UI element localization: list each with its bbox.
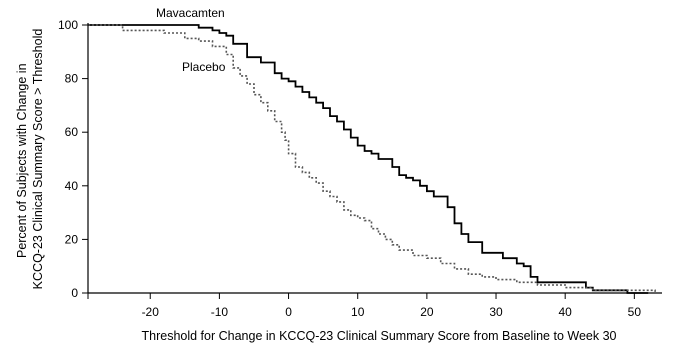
- y-tick-label: 20: [65, 232, 79, 246]
- x-tick-label: 40: [559, 305, 573, 319]
- series-line-placebo: [88, 24, 656, 293]
- y-tick-label: 100: [58, 18, 78, 32]
- y-tick-label: 60: [65, 125, 79, 139]
- y-tick-label: 80: [65, 72, 79, 86]
- x-tick-label: -10: [211, 305, 229, 319]
- series-label-mavacamten: Mavacamten: [156, 6, 225, 20]
- y-axis-label: Percent of Subjects with Change in KCCQ-…: [15, 29, 45, 290]
- x-tick-label: 10: [351, 305, 365, 319]
- axes-layer: -20 -10 0 10 20 30 40 50 0 20 40 60 80 100: [58, 18, 662, 319]
- x-axis-label: Threshold for Change in KCCQ-23 Clinical…: [142, 329, 617, 343]
- x-tick-label: 50: [628, 305, 642, 319]
- y-tick-label: 0: [71, 286, 78, 300]
- y-axis-label-line-1: Percent of Subjects with Change in: [15, 63, 29, 258]
- x-tick-label: 20: [420, 305, 434, 319]
- series-line-mavacamten: [88, 24, 649, 294]
- x-tick-label: 0: [285, 305, 292, 319]
- y-axis-label-line-2: KCCQ-23 Clinical Summary Score > Thresho…: [31, 29, 45, 290]
- y-tick-label: 40: [65, 179, 79, 193]
- series-layer: [88, 24, 656, 294]
- series-label-placebo: Placebo: [182, 60, 226, 74]
- x-tick-label: -20: [142, 305, 160, 319]
- x-tick-label: 30: [489, 305, 503, 319]
